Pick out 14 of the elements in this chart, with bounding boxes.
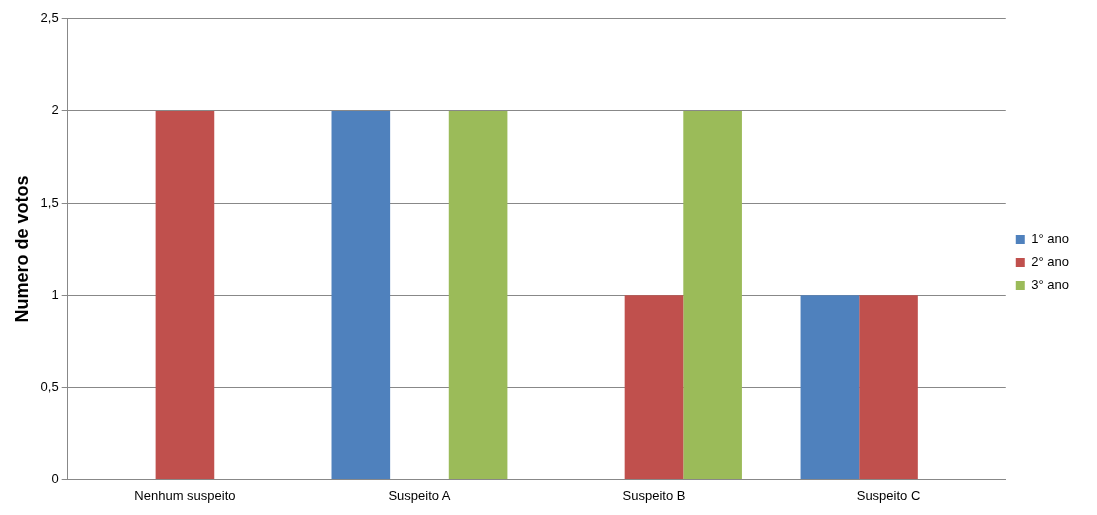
y-tick-label: 0 [51,470,59,486]
legend-label: 2° ano [1031,254,1069,270]
y-tick-label: 2 [51,102,59,118]
x-tick-label: Suspeito A [388,487,451,503]
y-tick-label: 0,5 [40,378,59,394]
y-tick-label: 1,5 [40,194,59,210]
y-tick-label: 2,5 [40,10,59,26]
x-tick-label: Nenhum suspeito [134,487,236,503]
y-tick-label: 1 [51,286,59,302]
legend-label: 1° ano [1031,231,1069,247]
y-axis-title: Numero de votos [11,175,32,323]
x-tick-label: Suspeito C [856,487,921,503]
legend-label: 3° ano [1031,277,1069,293]
x-tick-label: Suspeito B [622,487,686,503]
